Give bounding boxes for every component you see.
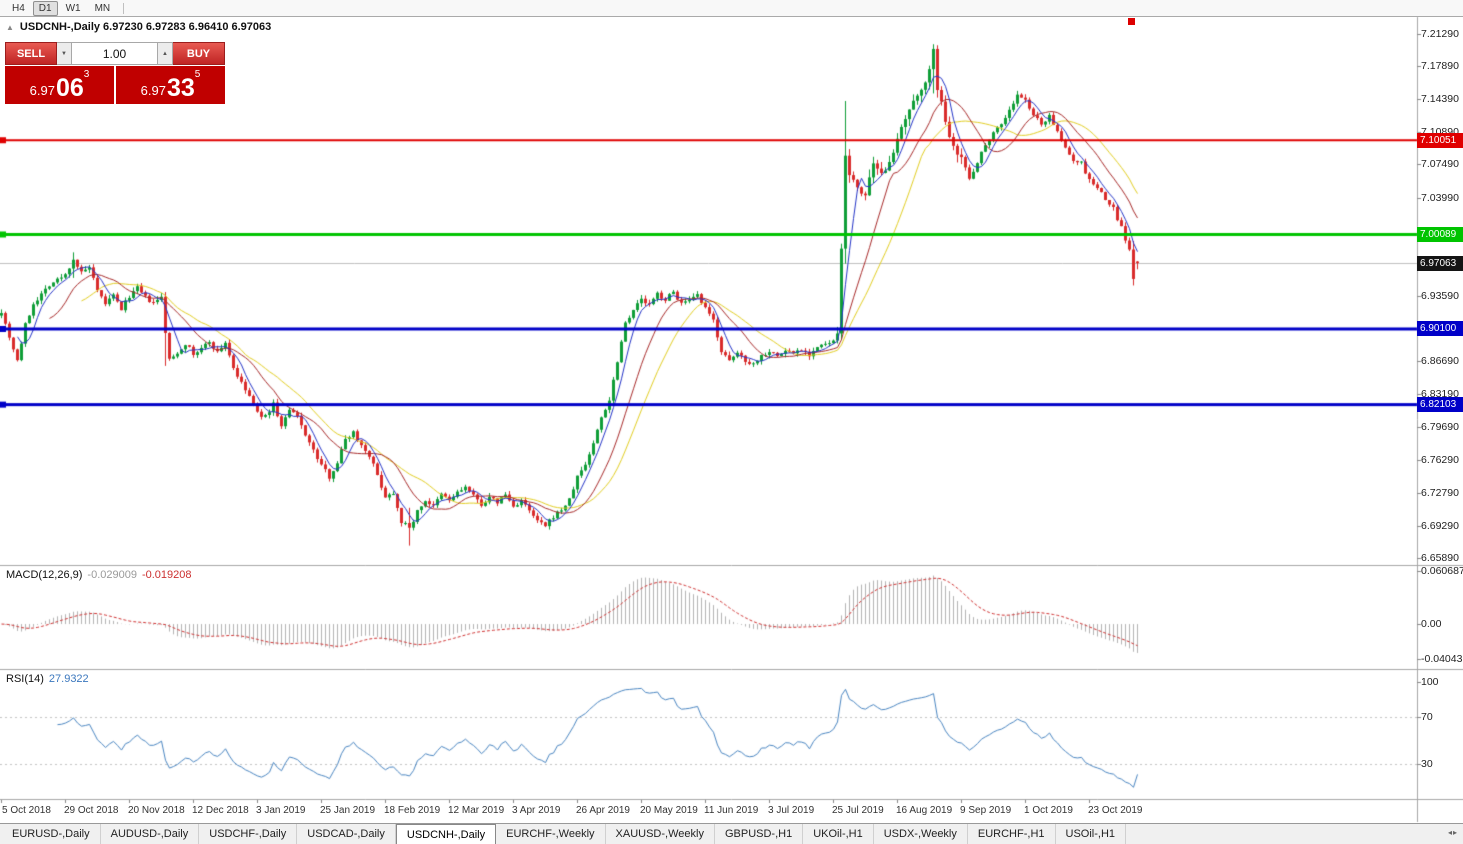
chart-tab-usdchf[interactable]: USDCHF-,Daily (199, 824, 298, 844)
chart-ohlc-title: USDCNH-,Daily 6.97230 6.97283 6.96410 6.… (19, 21, 272, 33)
timeframe-toolbar: H4 D1 W1 MN (0, 0, 1463, 17)
price-axis-tick: 7.14390 (1421, 93, 1459, 106)
chart-tab-usdcad[interactable]: USDCAD-,Daily (297, 824, 396, 844)
hline-price-badge: 6.82103 (1417, 397, 1463, 413)
price-axis-tick: 7.17890 (1421, 60, 1459, 73)
buy-price-display[interactable]: 6.97 33 5 (116, 66, 225, 104)
rsi-title: RSI(14) (6, 673, 44, 685)
price-axis-tick: 6.93590 (1421, 289, 1459, 302)
timeframe-button-h4[interactable]: H4 (12, 2, 25, 14)
date-axis-label: 12 Dec 2018 (192, 805, 249, 816)
price-axis-tick: 6.79690 (1421, 421, 1459, 434)
volume-increase-button[interactable]: ▲ (158, 42, 173, 65)
chart-tab-xauusd[interactable]: XAUUSD-,Weekly (606, 824, 715, 844)
current-price-badge: 6.97063 (1417, 255, 1463, 271)
date-axis-label: 20 Nov 2018 (128, 805, 185, 816)
buy-price-sup: 5 (194, 69, 201, 80)
sell-price-prefix: 6.97 (29, 83, 55, 98)
price-axis-tick: 6.72790 (1421, 486, 1459, 499)
price-axis-tick: 6.69290 (1421, 519, 1459, 532)
rsi-axis-tick: 70 (1421, 710, 1433, 723)
date-axis-label: 26 Apr 2019 (576, 805, 630, 816)
date-axis-label: 16 Aug 2019 (896, 805, 953, 816)
price-axis-tick: 7.07490 (1421, 158, 1459, 171)
chart-title: ▲ USDCNH-,Daily 6.97230 6.97283 6.96410 … (6, 21, 271, 33)
macd-axis-tick: 0.060687 (1421, 564, 1463, 577)
rsi-value: 27.9322 (48, 673, 89, 685)
date-axis-label: 25 Jan 2019 (320, 805, 376, 816)
date-axis-label: 25 Jul 2019 (832, 805, 884, 816)
chart-tab-usdcnh[interactable]: USDCNH-,Daily (395, 824, 497, 844)
macd-title: MACD(12,26,9) (6, 569, 83, 581)
date-axis-label: 12 Mar 2019 (448, 805, 505, 816)
tabbar-scroll-icon[interactable]: ◂▸ (1447, 828, 1458, 837)
buy-price-prefix: 6.97 (140, 83, 166, 98)
buy-button[interactable]: BUY (173, 42, 225, 65)
chart-tab-eurchf[interactable]: EURCHF-,Weekly (496, 824, 606, 844)
volume-decrease-button[interactable]: ▼ (57, 42, 72, 65)
price-axis-tick: 6.86690 (1421, 355, 1459, 368)
chart-tab-eurusd[interactable]: EURUSD-,Daily (2, 824, 101, 844)
date-axis-label: 5 Oct 2018 (2, 805, 51, 816)
sell-button[interactable]: SELL (5, 42, 57, 65)
toolbar-separator (123, 2, 125, 14)
timeframe-button-w1[interactable]: W1 (65, 2, 81, 14)
hline-price-badge: 7.10051 (1417, 132, 1463, 148)
macd-signal-value: -0.019208 (141, 569, 192, 581)
sell-price-sup: 3 (83, 69, 90, 80)
hline-price-badge: 7.00089 (1417, 226, 1463, 242)
date-axis-label: 1 Oct 2019 (1024, 805, 1073, 816)
chart-expand-icon[interactable]: ▲ (6, 22, 14, 32)
date-axis-label: 3 Jul 2019 (768, 805, 815, 816)
price-axis-tick: 7.03990 (1421, 191, 1459, 204)
chart-tab-audusd[interactable]: AUDUSD-,Daily (101, 824, 200, 844)
macd-indicator-label: MACD(12,26,9) -0.029009 -0.019208 (6, 569, 192, 581)
hline-price-badge: 6.90100 (1417, 321, 1463, 337)
macd-axis-tick: -0.040432 (1421, 653, 1463, 666)
date-axis-label: 18 Feb 2019 (384, 805, 441, 816)
price-axis-tick: 7.21290 (1421, 27, 1459, 40)
rsi-axis-tick: 30 (1421, 757, 1433, 770)
chart-tab-usoil[interactable]: USOil-,H1 (1056, 824, 1127, 844)
date-axis-label: 11 Jun 2019 (704, 805, 759, 816)
rsi-axis-tick: 100 (1421, 675, 1439, 688)
date-axis-label: 3 Jan 2019 (256, 805, 306, 816)
timeframe-button-d1[interactable]: D1 (32, 0, 58, 16)
volume-input[interactable] (72, 42, 158, 65)
price-axis-tick: 6.65890 (1421, 551, 1459, 564)
trade-panel-controls: SELL ▼ ▲ BUY (5, 42, 225, 65)
chart-object-marker (1128, 18, 1135, 25)
chart-tabbar: EURUSD-,Daily AUDUSD-,Daily USDCHF-,Daily U… (0, 823, 1463, 844)
date-axis-label: 3 Apr 2019 (512, 805, 561, 816)
sell-price-big: 06 (55, 74, 84, 102)
macd-main-value: -0.029009 (87, 569, 137, 581)
price-axis-tick: 6.76290 (1421, 453, 1459, 466)
date-axis-label: 29 Oct 2018 (64, 805, 119, 816)
rsi-indicator-label: RSI(14) 27.9322 (6, 673, 89, 685)
date-axis-label: 20 May 2019 (640, 805, 698, 816)
trade-panel-prices: 6.97 06 3 6.97 33 5 (5, 66, 225, 104)
chart-tab-usdx[interactable]: USDX-,Weekly (874, 824, 968, 844)
chart-tab-gbpusd[interactable]: GBPUSD-,H1 (715, 824, 804, 844)
chart-tab-eurchf[interactable]: EURCHF-,H1 (968, 824, 1056, 844)
buy-price-big: 33 (166, 74, 195, 102)
timeframe-button-mn[interactable]: MN (94, 2, 111, 14)
macd-axis-tick: 0.00 (1421, 618, 1442, 631)
sell-price-display[interactable]: 6.97 06 3 (5, 66, 114, 104)
date-axis-label: 23 Oct 2019 (1088, 805, 1143, 816)
date-axis-label: 9 Sep 2019 (960, 805, 1012, 816)
chart-tab-ukoil[interactable]: UKOil-,H1 (803, 824, 874, 844)
